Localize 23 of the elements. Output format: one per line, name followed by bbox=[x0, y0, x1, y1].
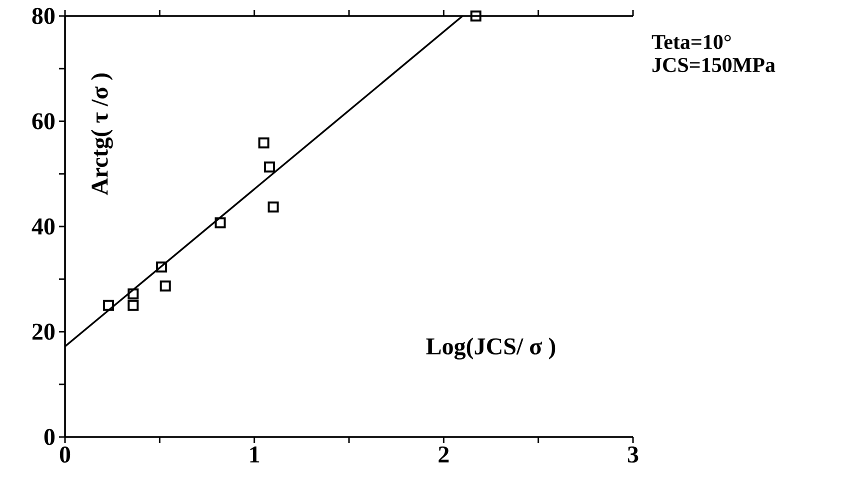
y-tick-label: 40 bbox=[32, 218, 55, 235]
point bbox=[214, 217, 226, 228]
point bbox=[103, 300, 114, 311]
y-tick-label: 20 bbox=[32, 324, 55, 340]
x-tick-label: 0 bbox=[60, 446, 70, 463]
point bbox=[128, 300, 139, 311]
y-tick-label: 80 bbox=[32, 8, 55, 24]
point bbox=[264, 162, 275, 173]
x-tick-label: 1 bbox=[250, 446, 260, 462]
text: Teta=10° bbox=[652, 34, 731, 50]
point bbox=[128, 288, 139, 300]
point bbox=[258, 137, 270, 148]
point bbox=[470, 10, 482, 22]
point bbox=[160, 280, 171, 292]
text: JCS=150MPa bbox=[652, 58, 776, 72]
x-tick-label: 2 bbox=[438, 446, 449, 462]
x-tick-label: 3 bbox=[628, 446, 638, 463]
point bbox=[156, 262, 168, 273]
y-tick-label: 60 bbox=[32, 113, 55, 130]
x-axis-title: Log(JCS/ σ ) bbox=[426, 338, 556, 360]
y-axis-title: Arctg( τ /σ ) bbox=[90, 73, 113, 196]
point bbox=[268, 202, 279, 213]
y-tick-label: 0 bbox=[44, 428, 55, 446]
